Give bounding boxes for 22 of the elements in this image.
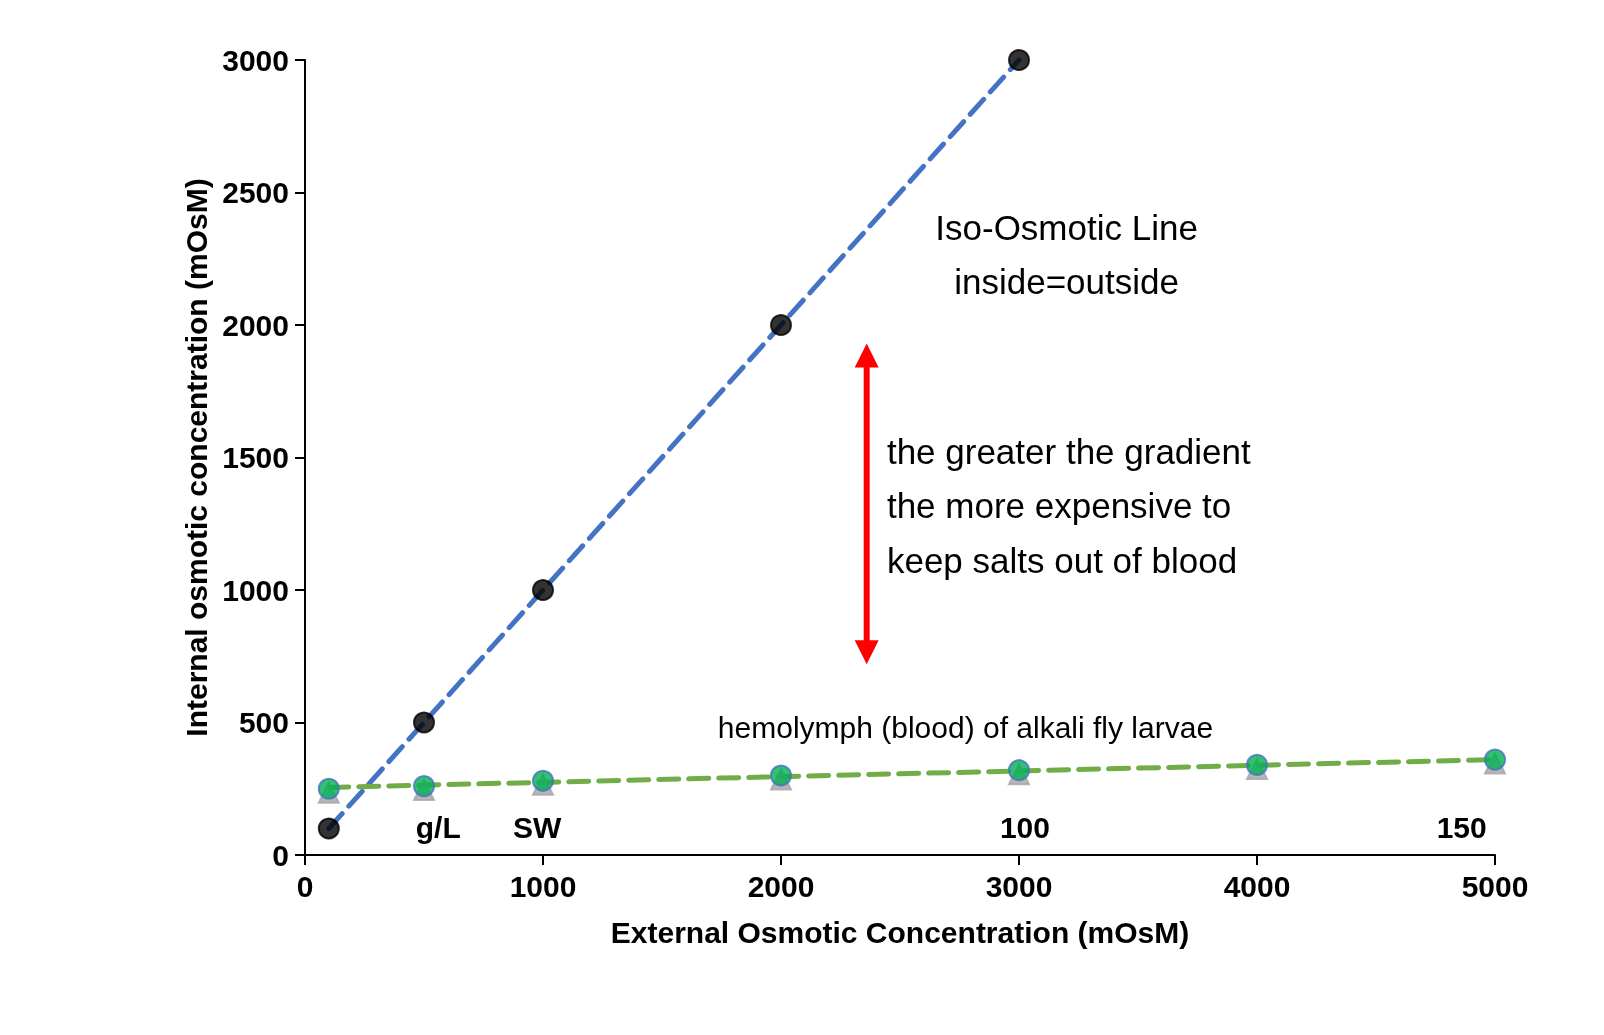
x-axis-title: External Osmotic Concentration (mOsM) xyxy=(610,915,1190,949)
x-tick-label: 0 xyxy=(296,869,314,903)
annotation: SW xyxy=(512,810,562,844)
annotation: 100 xyxy=(999,810,1050,844)
annotation: 150 xyxy=(1436,810,1487,844)
annotation: hemolymph (blood) of alkali fly larvae xyxy=(717,711,1214,745)
x-tick-label: 2000 xyxy=(747,869,815,903)
x-tick-label: 1000 xyxy=(509,869,577,903)
y-tick-label: 1500 xyxy=(222,441,289,474)
x-tick-label: 4000 xyxy=(1223,869,1291,903)
x-tick-label: 3000 xyxy=(985,869,1053,903)
y-tick-label: 0 xyxy=(272,838,289,872)
annotation: g/L xyxy=(415,810,461,844)
y-tick-label: 3000 xyxy=(222,43,289,77)
y-axis-title: Internal osmotic concentration (mOsM) xyxy=(179,178,213,737)
x-tick-label: 5000 xyxy=(1461,869,1529,903)
annotation: the greater the gradient the more expensive to keep salts out of blood xyxy=(886,432,1252,580)
annotation: Iso-Osmotic Line inside=outside xyxy=(935,208,1198,302)
y-tick-label: 1000 xyxy=(222,573,289,607)
y-tick-label: 500 xyxy=(238,706,289,739)
y-tick-label: 2500 xyxy=(222,176,289,209)
y-tick-label: 2000 xyxy=(222,308,289,342)
